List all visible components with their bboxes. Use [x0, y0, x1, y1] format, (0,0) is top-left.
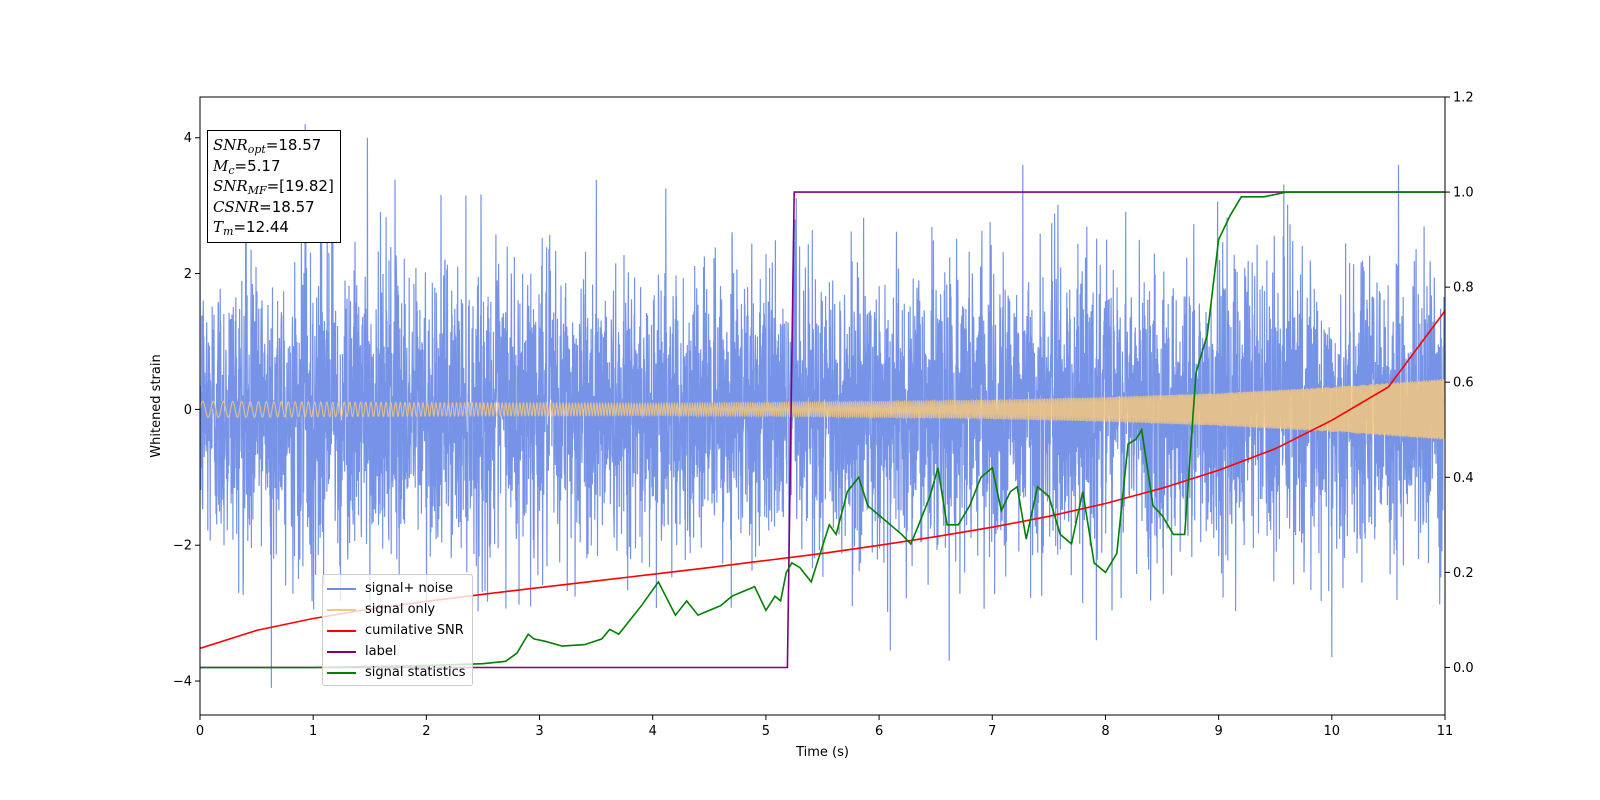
tm-sub: m — [223, 225, 234, 238]
x-tick-label: 9 — [1214, 724, 1222, 739]
x-tick-label: 0 — [196, 724, 204, 739]
csnr-line: CSNR=18.57 — [213, 197, 334, 218]
y-tick-label: 4 — [184, 131, 192, 146]
y-tick-label: −4 — [173, 675, 192, 690]
series-signal-only-line — [200, 379, 1445, 440]
x-tick-label: 2 — [422, 724, 430, 739]
x-tick-label: 3 — [535, 724, 543, 739]
legend-item-cumulative-snr: cumilative SNR — [327, 620, 466, 641]
legend-label: label — [365, 644, 397, 659]
x-tick-label: 11 — [1437, 724, 1454, 739]
y2-tick-label: 0.8 — [1453, 281, 1474, 296]
y2-tick-label: 1.0 — [1453, 186, 1474, 201]
csnr-label: CSNR — [213, 197, 260, 216]
series-signal-statistics-line — [200, 191, 1445, 669]
legend-label: signal only — [365, 602, 436, 617]
parameter-info-box: SNRopt=18.57 Mc=5.17 SNRMF=[19.82] CSNR=… — [207, 130, 341, 243]
snr-opt-sub: opt — [247, 143, 266, 156]
legend-item-signal-only: signal only — [327, 599, 466, 620]
snr-mf-value: =[19.82] — [266, 177, 334, 195]
snr-opt-value: =18.57 — [265, 136, 322, 154]
snr-mf-line: SNRMF=[19.82] — [213, 176, 334, 197]
legend-swatch — [327, 629, 356, 632]
snr-mf-label: SNR — [213, 177, 248, 195]
axes-layer: 0 1 2 3 4 5 6 7 8 9 10 11 −4 −2 0 2 4 0.0 0.2 0.4 0.6 0.8 1.0 1… — [173, 91, 1474, 740]
tm-value: =12.44 — [233, 218, 289, 236]
mc-label: M — [213, 156, 229, 175]
x-tick-label: 4 — [649, 724, 657, 739]
mc-line: Mc=5.17 — [213, 156, 334, 177]
legend-swatch — [327, 650, 356, 653]
y-tick-label: 0 — [184, 403, 192, 418]
legend-label: cumilative SNR — [365, 623, 464, 638]
mc-value: =5.17 — [234, 156, 281, 175]
plot-frame — [199, 96, 1446, 716]
legend: signal+ noise signal only cumilative SNR… — [322, 574, 473, 686]
mc-sub: c — [228, 163, 235, 177]
legend-item-signal-statistics: signal statistics — [327, 662, 466, 683]
y-axis-label: Whitened strain — [149, 354, 164, 457]
x-tick-label: 1 — [309, 724, 317, 739]
legend-label: signal+ noise — [365, 581, 454, 596]
y-tick-label: 2 — [184, 267, 192, 282]
legend-swatch — [327, 587, 356, 590]
x-axis-label: Time (s) — [795, 745, 849, 760]
y2-tick-label: 0.6 — [1453, 376, 1474, 391]
tm-label: T — [213, 218, 224, 236]
x-tick-label: 8 — [1101, 724, 1109, 739]
legend-swatch — [327, 608, 356, 611]
legend-item-signal-noise: signal+ noise — [327, 578, 466, 599]
legend-item-label: label — [327, 641, 466, 662]
snr-opt-label: SNR — [213, 136, 248, 154]
series-signal-noise-line — [200, 124, 1445, 688]
y2-tick-label: 0.2 — [1453, 566, 1474, 581]
tm-line: Tm=12.44 — [213, 217, 334, 238]
x-tick-label: 6 — [875, 724, 883, 739]
series-label-line — [200, 191, 1445, 669]
y2-tick-label: 1.2 — [1453, 91, 1474, 106]
legend-swatch — [327, 671, 356, 674]
legend-label: signal statistics — [365, 665, 466, 680]
snr-opt-line: SNRopt=18.57 — [213, 135, 334, 156]
y2-tick-label: 0.0 — [1453, 661, 1474, 676]
y2-tick-label: 0.4 — [1453, 471, 1474, 486]
x-tick-label: 10 — [1324, 724, 1341, 739]
y-tick-label: −2 — [173, 539, 192, 554]
x-tick-label: 7 — [988, 724, 996, 739]
snr-mf-sub: MF — [247, 184, 267, 197]
x-tick-label: 5 — [762, 724, 770, 739]
csnr-value: =18.57 — [259, 197, 315, 216]
